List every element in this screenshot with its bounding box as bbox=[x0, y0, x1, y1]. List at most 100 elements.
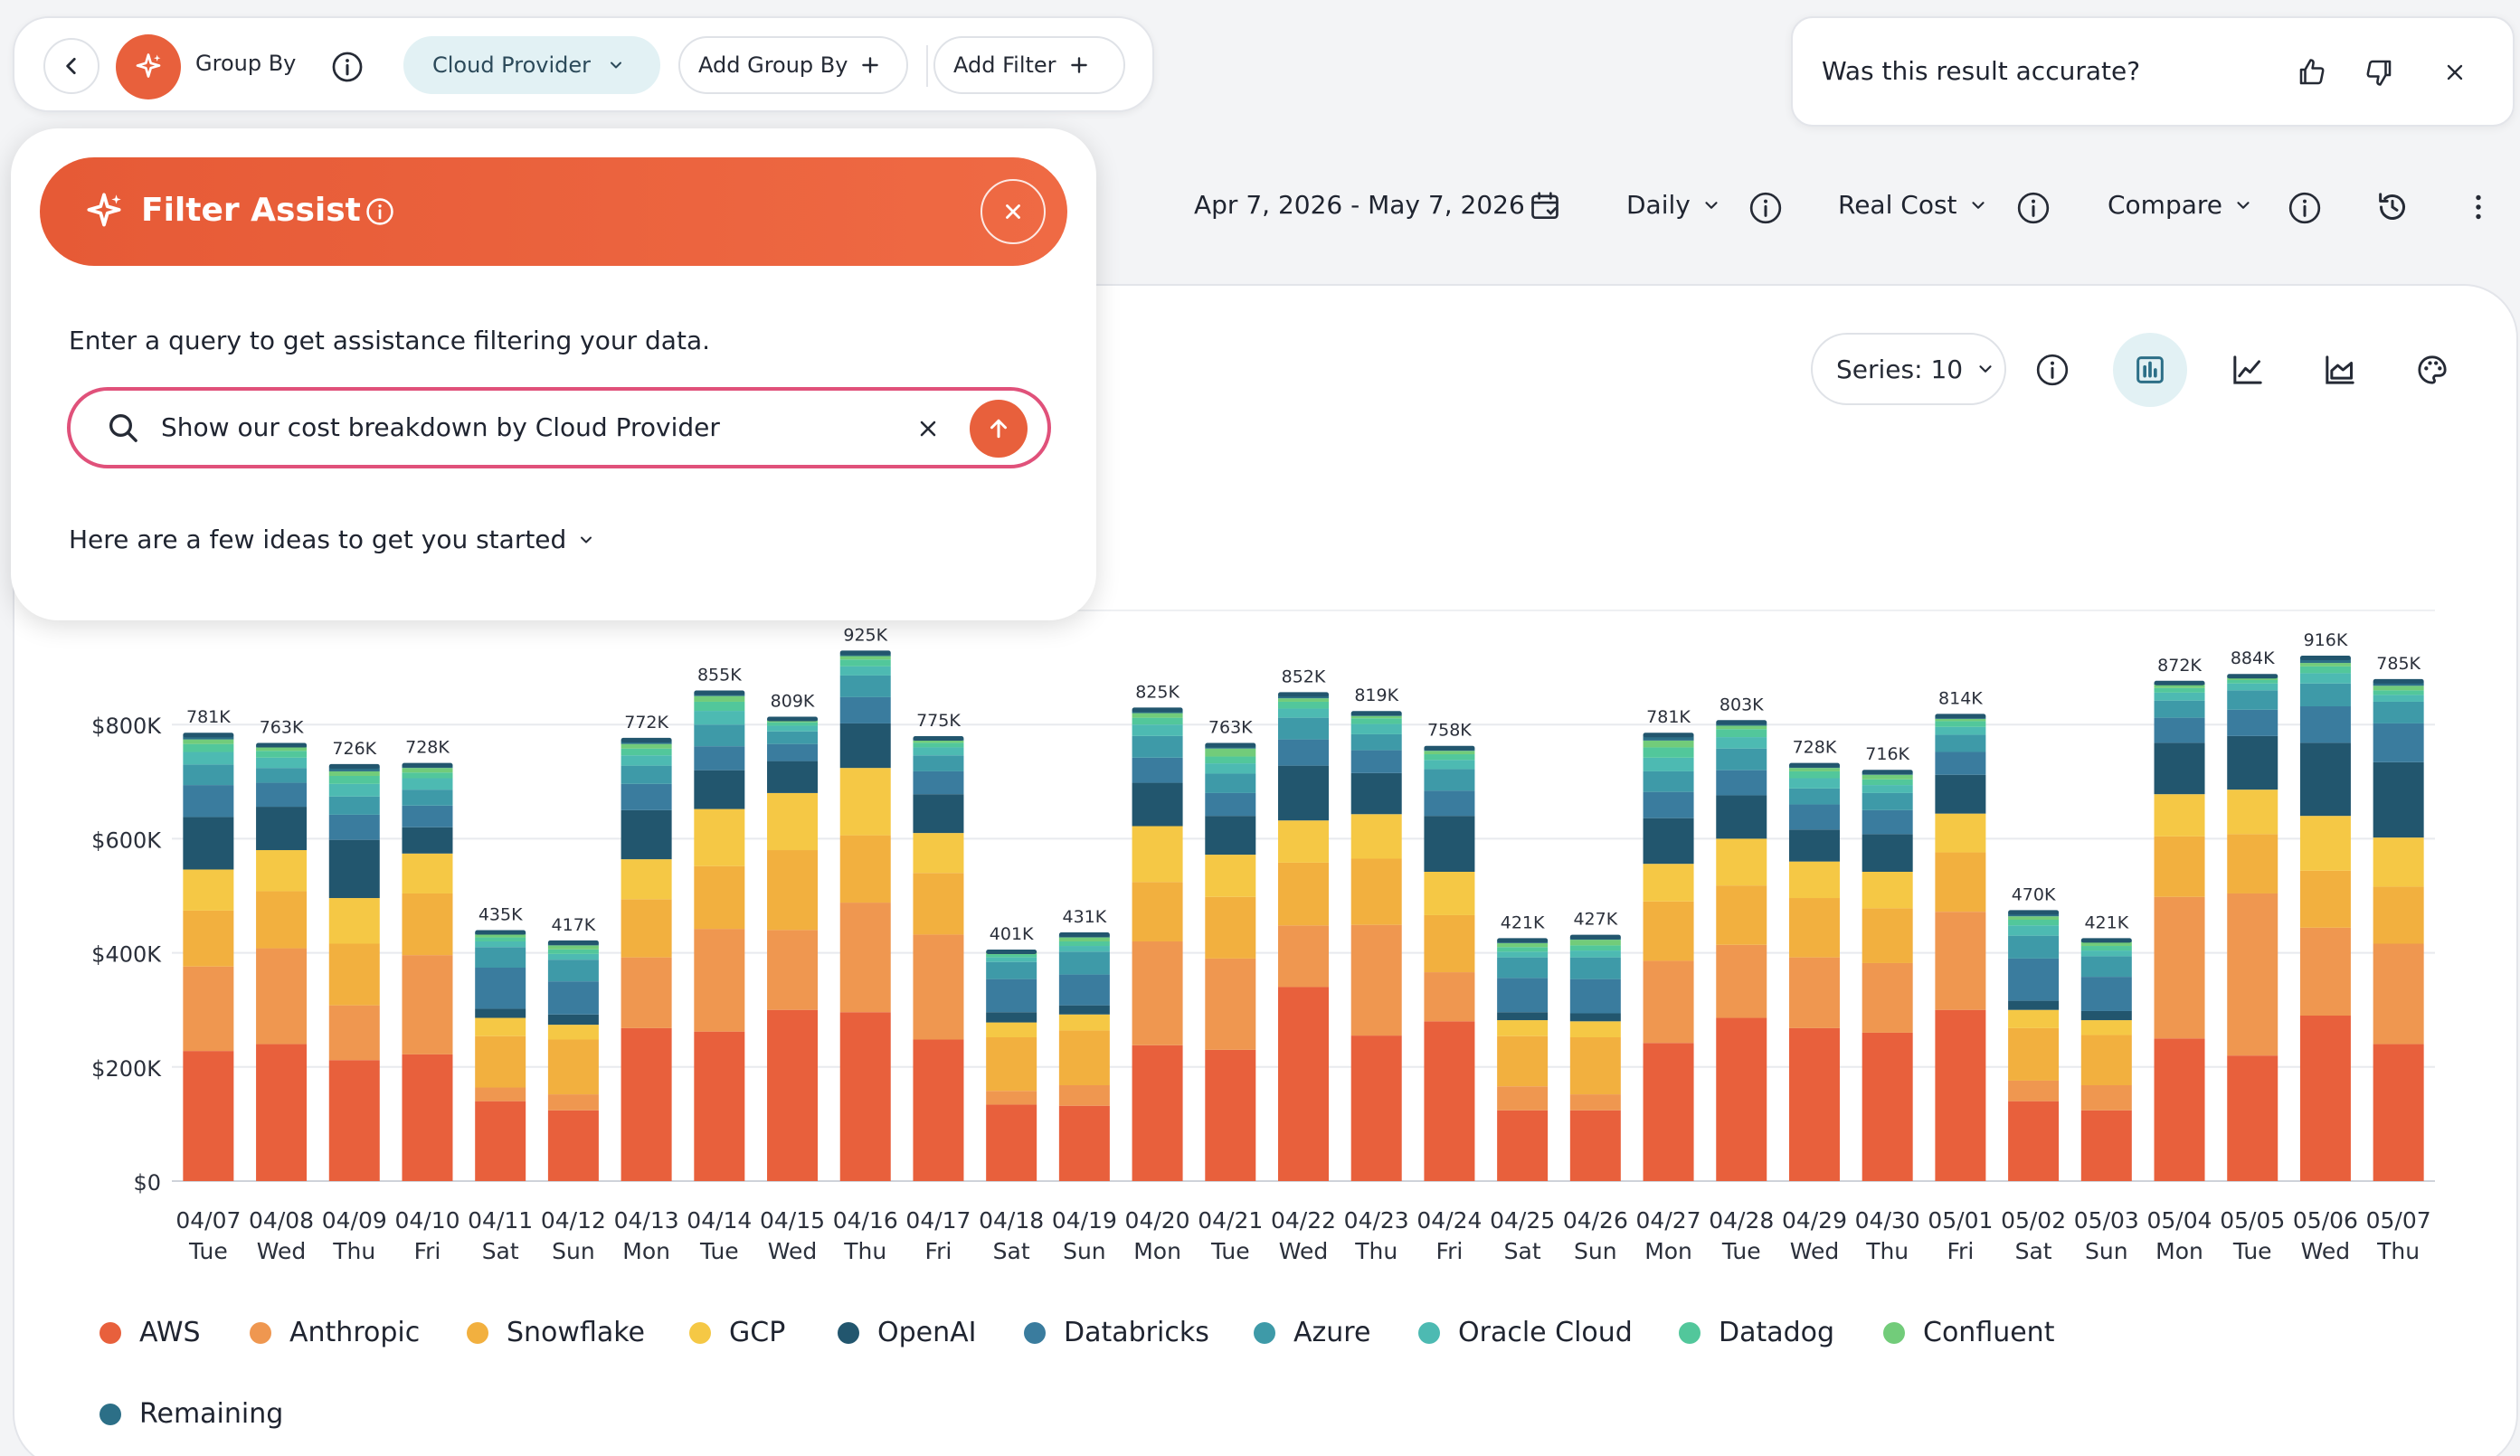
filter-bar: Group By Cloud Provider Add Group By Add… bbox=[13, 16, 1154, 112]
legend-item[interactable]: Oracle Cloud bbox=[1418, 1317, 1633, 1348]
granularity-info-button[interactable] bbox=[1746, 188, 1786, 228]
thumbs-down-button[interactable] bbox=[2359, 52, 2399, 92]
legend-item[interactable]: Remaining bbox=[99, 1398, 283, 1430]
legend-item[interactable]: Anthropic bbox=[250, 1317, 420, 1348]
submit-query-button[interactable] bbox=[970, 400, 1028, 458]
bar-segment bbox=[328, 839, 380, 899]
x-tick-weekday: Thu bbox=[843, 1238, 886, 1264]
palette-button[interactable] bbox=[2410, 347, 2455, 392]
bar-segment bbox=[183, 966, 234, 1052]
bar-segment bbox=[1497, 957, 1549, 979]
bar-segment bbox=[1862, 779, 1913, 786]
bar-segment bbox=[1643, 747, 1694, 758]
ai-assist-button[interactable] bbox=[116, 34, 181, 99]
legend-item[interactable]: Confluent bbox=[1883, 1317, 2054, 1348]
bar-segment bbox=[475, 937, 526, 941]
bar-segment bbox=[621, 765, 672, 784]
bar-segment bbox=[2227, 1055, 2278, 1181]
compare-info-button[interactable] bbox=[2285, 188, 2325, 228]
x-tick-date: 04/28 bbox=[1709, 1207, 1774, 1234]
close-feedback-button[interactable] bbox=[2437, 54, 2473, 90]
group-by-info-button[interactable] bbox=[329, 49, 365, 85]
bar-chart-toggle[interactable] bbox=[2113, 333, 2187, 407]
bar-total-label: 470K bbox=[2012, 884, 2056, 904]
bar-segment bbox=[1935, 734, 1986, 752]
filter-assist-info-button[interactable] bbox=[364, 195, 396, 228]
bar-segment bbox=[1643, 735, 1694, 741]
filter-assist-query-field[interactable]: Show our cost breakdown by Cloud Provide… bbox=[67, 387, 1051, 468]
x-tick-weekday: Tue bbox=[1721, 1238, 1761, 1264]
bar-segment bbox=[1935, 721, 1986, 727]
bar-segment bbox=[2227, 677, 2278, 680]
history-button[interactable] bbox=[2372, 186, 2413, 228]
bar-segment bbox=[2080, 956, 2132, 978]
legend-item[interactable]: Azure bbox=[1254, 1317, 1370, 1348]
bar-segment bbox=[475, 1101, 526, 1181]
cost-type-dropdown[interactable]: Real Cost bbox=[1838, 190, 1988, 220]
x-tick-weekday: Fri bbox=[1436, 1238, 1464, 1264]
ideas-toggle[interactable]: Here are a few ideas to get you started bbox=[69, 525, 595, 554]
back-button[interactable] bbox=[43, 38, 99, 94]
add-group-by-button[interactable]: Add Group By bbox=[678, 36, 908, 94]
bar-segment bbox=[694, 929, 745, 1032]
x-tick-weekday: Mon bbox=[622, 1238, 670, 1264]
bar-segment bbox=[1862, 785, 1913, 793]
legend-swatch bbox=[689, 1321, 711, 1344]
thumbs-up-button[interactable] bbox=[2292, 52, 2332, 92]
add-filter-button[interactable]: Add Filter bbox=[933, 36, 1125, 94]
legend-item[interactable]: AWS bbox=[99, 1317, 201, 1348]
bar-segment bbox=[913, 873, 964, 935]
bar-segment bbox=[1788, 804, 1840, 830]
bar-segment bbox=[1350, 814, 1402, 859]
line-chart-toggle[interactable] bbox=[2225, 347, 2270, 392]
x-tick-date: 04/11 bbox=[468, 1207, 533, 1234]
close-filter-assist-button[interactable] bbox=[981, 179, 1046, 244]
cost-type-info-button[interactable] bbox=[2013, 188, 2053, 228]
legend-item[interactable]: Datadog bbox=[1679, 1317, 1834, 1348]
bar-segment bbox=[1569, 945, 1621, 951]
bar-segment bbox=[256, 782, 308, 808]
bar-segment bbox=[256, 757, 308, 769]
bar-segment bbox=[1497, 1035, 1549, 1087]
clear-query-button[interactable] bbox=[912, 412, 944, 445]
x-tick-weekday: Mon bbox=[1644, 1238, 1692, 1264]
legend-label: Oracle Cloud bbox=[1458, 1317, 1633, 1348]
bar-segment bbox=[2299, 706, 2351, 743]
bar-segment bbox=[1278, 708, 1329, 718]
granularity-dropdown[interactable]: Daily bbox=[1626, 190, 1721, 220]
bar-cap bbox=[767, 716, 819, 722]
bar-total-label: 825K bbox=[1135, 682, 1179, 702]
compare-dropdown[interactable]: Compare bbox=[2108, 190, 2253, 220]
y-tick-label: $400K bbox=[91, 942, 162, 968]
x-tick-weekday: Tue bbox=[699, 1238, 739, 1264]
bar-segment bbox=[2080, 977, 2132, 1011]
filter-assist-query-text[interactable]: Show our cost breakdown by Cloud Provide… bbox=[161, 412, 720, 442]
bar-segment bbox=[2154, 836, 2205, 897]
bar-segment bbox=[402, 805, 453, 827]
group-chip-cloud-provider[interactable]: Cloud Provider bbox=[403, 36, 660, 94]
x-tick-date: 04/21 bbox=[1198, 1207, 1263, 1234]
x-tick-weekday: Tue bbox=[1210, 1238, 1250, 1264]
legend-item[interactable]: GCP bbox=[689, 1317, 785, 1348]
history-icon bbox=[2379, 193, 2405, 220]
bar-segment bbox=[2008, 1009, 2060, 1028]
bar-segment bbox=[2080, 1020, 2132, 1035]
sparkle-icon bbox=[136, 53, 161, 78]
legend-item[interactable]: Snowflake bbox=[467, 1317, 645, 1348]
x-tick-date: 04/25 bbox=[1490, 1207, 1555, 1234]
bar-segment bbox=[2008, 958, 2060, 1001]
more-options-button[interactable] bbox=[2460, 186, 2496, 228]
area-chart-toggle[interactable] bbox=[2317, 347, 2363, 392]
x-tick-date: 04/08 bbox=[249, 1207, 314, 1234]
bar-segment bbox=[694, 770, 745, 809]
legend-item[interactable]: Databricks bbox=[1024, 1317, 1209, 1348]
date-range-button[interactable] bbox=[1525, 186, 1565, 226]
bar-cap bbox=[1643, 733, 1694, 738]
series-info-button[interactable] bbox=[2032, 349, 2073, 391]
legend-item[interactable]: OpenAI bbox=[838, 1317, 977, 1348]
bar-segment bbox=[1058, 951, 1110, 975]
bar-segment bbox=[1424, 760, 1475, 770]
feedback-question: Was this result accurate? bbox=[1822, 56, 2141, 86]
date-range-label[interactable]: Apr 7, 2026 - May 7, 2026 bbox=[1194, 190, 1525, 220]
series-dropdown[interactable]: Series: 10 bbox=[1811, 333, 2006, 405]
